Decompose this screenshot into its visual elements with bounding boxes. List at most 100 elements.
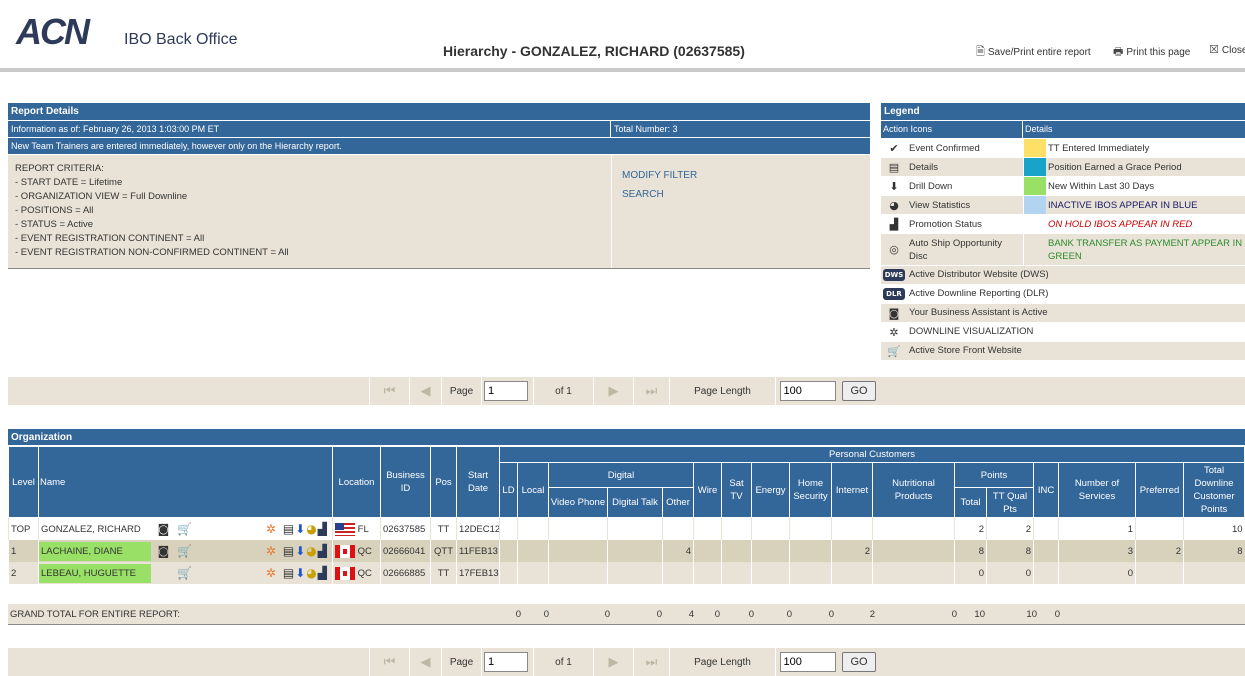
search-link[interactable]: SEARCH (622, 189, 664, 200)
promotion-status-icon[interactable]: ▟ (317, 522, 328, 536)
th-start-date[interactable]: Start Date (456, 446, 500, 518)
downline-visualization-icon[interactable]: ✲ (265, 544, 277, 558)
th-other[interactable]: Other (662, 487, 694, 518)
prev-page-icon[interactable]: ◀ (409, 377, 441, 405)
drill-down-icon[interactable]: ⬇ (295, 566, 307, 580)
first-page-icon[interactable]: ⏮ (369, 377, 409, 405)
page-of-label: of 1 (533, 377, 593, 405)
th-points: Points (954, 462, 1034, 488)
save-print-report-link[interactable]: 🗎 Save/Print entire report (976, 43, 1091, 62)
page-length-input[interactable] (779, 652, 836, 672)
downline-visualization-icon[interactable]: ✲ (265, 522, 277, 536)
th-total-downline[interactable]: Total Downline Customer Points (1182, 462, 1245, 518)
legend-label: View Statistics (907, 196, 1023, 214)
th-location[interactable]: Location (332, 446, 381, 518)
th-video-phone[interactable]: Video Phone (548, 487, 608, 518)
th-nutritional-products[interactable]: Nutritional Products (872, 462, 955, 518)
legend-row: DLR Active Downline Reporting (DLR) (881, 285, 1245, 304)
th-energy[interactable]: Energy (751, 462, 790, 518)
next-page-icon[interactable]: ▶ (593, 377, 633, 405)
criteria-line: - EVENT REGISTRATION CONTINENT = All (15, 233, 205, 244)
th-sat-tv[interactable]: Sat TV (721, 462, 752, 518)
details-icon[interactable]: ▤ (282, 522, 296, 536)
points-total-cell: 0 (954, 562, 987, 584)
downline-visualization-icon[interactable]: ✲ (265, 566, 277, 580)
th-ld[interactable]: LD (499, 462, 518, 518)
th-tt-qual-pts[interactable]: TT Qual Pts (986, 487, 1034, 518)
business-assistant-icon[interactable]: ◙ (157, 544, 171, 558)
store-front-icon[interactable]: 🛒 (177, 544, 193, 558)
th-business-id[interactable]: Business ID (380, 446, 431, 518)
name-cell: LACHAINE, DIANE ◙ 🛒 ✲ ▤ ⬇ ◕ ▟ (38, 540, 333, 562)
th-pos[interactable]: Pos (430, 446, 457, 518)
th-internet[interactable]: Internet (831, 462, 873, 518)
th-points-total[interactable]: Total (954, 487, 987, 518)
store-front-icon[interactable]: 🛒 (177, 566, 193, 580)
drill-down-icon[interactable]: ⬇ (295, 522, 307, 536)
store-front-icon[interactable]: 🛒 (177, 522, 193, 536)
th-preferred[interactable]: Preferred (1135, 462, 1184, 518)
last-page-icon[interactable]: ⏭ (633, 377, 669, 405)
drill-down-icon[interactable]: ⬇ (295, 544, 307, 558)
th-digital-talk[interactable]: Digital Talk (607, 487, 663, 518)
ibo-name-link[interactable]: LACHAINE, DIANE (39, 541, 151, 561)
page-length-input[interactable] (779, 381, 836, 401)
th-name[interactable]: Name (38, 446, 333, 518)
grand-total-value: 4 (688, 609, 694, 620)
go-button[interactable]: GO (842, 381, 876, 401)
other-cell (662, 517, 694, 540)
next-page-icon[interactable]: ▶ (593, 648, 633, 676)
modify-filter-link[interactable]: MODIFY FILTER (622, 170, 698, 181)
grand-total-value: 2 (869, 609, 875, 620)
th-local[interactable]: Local (517, 462, 549, 518)
internet-cell (831, 517, 873, 540)
info-as-of: Information as of: February 26, 2013 1:0… (8, 121, 611, 137)
th-wire[interactable]: Wire (693, 462, 722, 518)
preferred-cell (1135, 562, 1184, 584)
pos-cell: TT (430, 517, 457, 540)
th-number-of-services[interactable]: Number of Services (1058, 462, 1136, 518)
services-cell: 0 (1058, 562, 1136, 584)
first-page-icon[interactable]: ⏮ (369, 648, 409, 676)
page-header: ACN IBO Back Office Hierarchy - GONZALEZ… (0, 0, 1245, 72)
legend-label: Your Business Assistant is Active (909, 307, 1048, 318)
promotion-status-icon[interactable]: ▟ (317, 566, 328, 580)
start-date-cell: 12DEC12 (456, 517, 500, 540)
empty-cell (607, 562, 663, 584)
start-date-cell: 11FEB13 (456, 540, 500, 562)
page-input[interactable] (484, 381, 528, 401)
th-level[interactable]: Level (8, 446, 39, 518)
legend-swatch (1023, 158, 1046, 176)
prev-page-icon[interactable]: ◀ (409, 648, 441, 676)
name-cell: LEBEAU, HUGUETTE 🛒 ✲ ▤ ⬇ ◕ ▟ (38, 562, 333, 584)
legend-swatch (1023, 215, 1046, 233)
view-statistics-icon[interactable]: ◕ (306, 566, 318, 580)
page-length-label: Page Length (669, 377, 775, 405)
page-of-label: of 1 (533, 648, 593, 676)
th-inc[interactable]: INC (1033, 462, 1059, 518)
close-label: Close (1221, 45, 1245, 56)
ibo-name-link[interactable]: GONZALEZ, RICHARD (41, 523, 141, 535)
empty-cell (499, 562, 518, 584)
last-page-icon[interactable]: ⏭ (633, 648, 669, 676)
view-statistics-icon[interactable]: ◕ (306, 522, 318, 536)
th-home-security[interactable]: Home Security (789, 462, 832, 518)
print-page-link[interactable]: 🖶 Print this page (1113, 43, 1190, 62)
go-button[interactable]: GO (842, 652, 876, 672)
details-icon[interactable]: ▤ (282, 566, 296, 580)
view-statistics-icon[interactable]: ◕ (306, 544, 318, 558)
empty-cell (1033, 562, 1059, 584)
grand-total-value: 0 (515, 609, 521, 620)
ibo-name-link[interactable]: LEBEAU, HUGUETTE (39, 563, 151, 583)
details-icon[interactable]: ▤ (282, 544, 296, 558)
legend-col-details: Details (1025, 124, 1053, 134)
business-assistant-icon[interactable]: ◙ (157, 522, 171, 536)
downline-points-cell: 10 (1182, 517, 1245, 540)
close-link[interactable]: ☒ Close (1209, 43, 1245, 56)
acn-logo: ACN (16, 11, 90, 52)
location-cell: FL (332, 517, 381, 540)
empty-cell (499, 540, 518, 562)
page-input[interactable] (484, 652, 528, 672)
legend-label: Details (907, 158, 1023, 176)
promotion-status-icon[interactable]: ▟ (317, 544, 328, 558)
